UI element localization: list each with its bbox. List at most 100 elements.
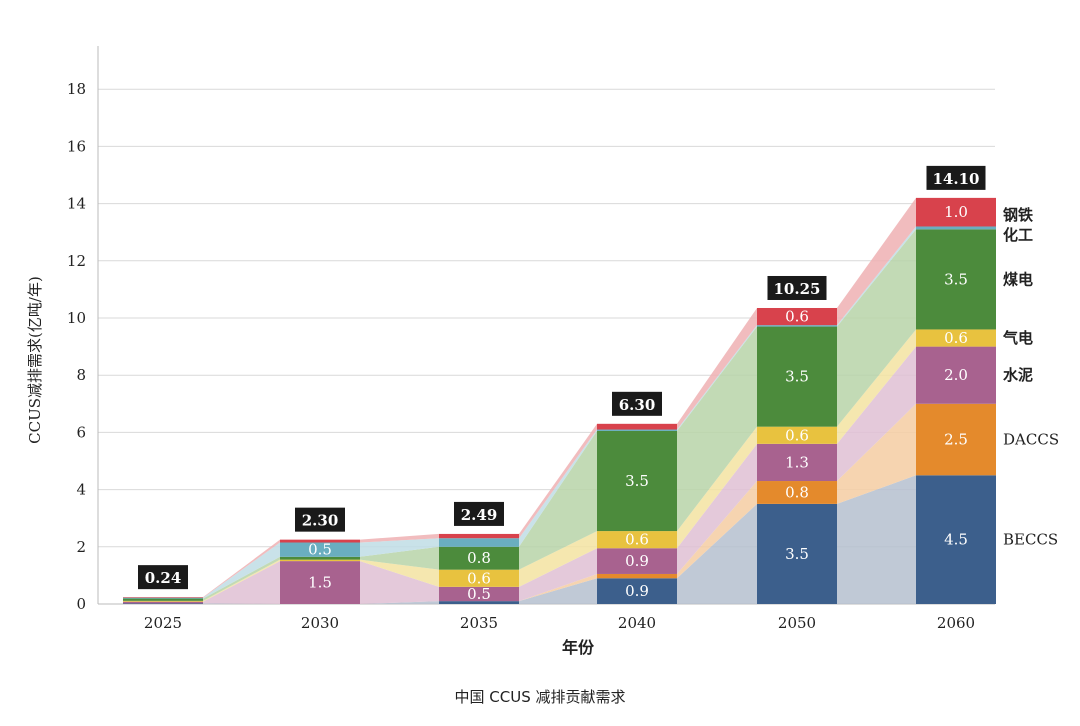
band-煤电: [203, 556, 280, 601]
segment-value-label: 1.3: [785, 453, 809, 471]
band-煤电: [519, 430, 597, 570]
segment-value-label: 1.0: [944, 203, 968, 221]
total-label: 10.25: [774, 280, 821, 298]
bar-segment: [597, 430, 677, 532]
bar-segment: [916, 229, 996, 330]
band-气电: [519, 531, 597, 587]
x-tick-label: 2035: [460, 614, 498, 632]
bar-segment: [916, 346, 996, 404]
bar-segment: [123, 597, 203, 599]
segment-value-label: 2.5: [944, 431, 968, 449]
total-label: 0.24: [145, 569, 182, 587]
bar-segment: [123, 597, 203, 598]
bar-segment: [123, 600, 203, 602]
segment-value-label: 0.5: [308, 541, 332, 559]
band-化工: [519, 429, 597, 547]
legend-label-煤电: 煤电: [1003, 270, 1033, 288]
bar-segment: [916, 329, 996, 347]
segment-value-label: 3.5: [785, 545, 809, 563]
bar-segment: [597, 429, 677, 431]
y-tick-label: 12: [67, 252, 86, 270]
segment-value-label: 3.5: [785, 368, 809, 386]
bar-segment: [757, 443, 837, 482]
bar-segment: [757, 307, 837, 326]
segment-value-label: 0.9: [625, 582, 649, 600]
y-tick-label: 4: [76, 481, 86, 499]
band-气电: [677, 426, 757, 549]
bar-segment: [439, 538, 519, 547]
legend-label-化工: 化工: [1003, 226, 1033, 244]
x-tick-label: 2030: [301, 614, 339, 632]
total-box: [926, 165, 986, 190]
band-煤电: [360, 546, 439, 570]
bar-segment: [916, 197, 996, 227]
band-BECCS: [677, 503, 757, 604]
total-label: 2.30: [302, 512, 339, 530]
band-水泥: [519, 548, 597, 602]
band-水泥: [360, 561, 439, 604]
legend-label-DACCS: DACCS: [1003, 431, 1059, 449]
bar-segment: [757, 481, 837, 504]
band-DACCS: [837, 403, 916, 504]
x-tick-label: 2060: [937, 614, 975, 632]
band-煤电: [837, 229, 916, 427]
segment-value-label: 1.5: [308, 574, 332, 592]
x-axis-title: 年份: [562, 638, 595, 657]
bar-segment: [757, 325, 837, 327]
band-水泥: [837, 346, 916, 482]
y-tick-label: 6: [76, 423, 86, 441]
bar-segment: [597, 423, 677, 430]
y-tick-label: 18: [67, 80, 86, 98]
x-tick-label: 2025: [144, 614, 182, 632]
bar-segment: [123, 601, 203, 604]
segment-value-label: 0.5: [467, 585, 491, 603]
segment-value-label: 0.9: [625, 552, 649, 570]
bar-segment: [280, 559, 360, 562]
total-box: [454, 501, 504, 526]
bar-segment: [757, 426, 837, 444]
legend-label-水泥: 水泥: [1003, 366, 1033, 384]
bar-segment: [916, 403, 996, 476]
total-label: 6.30: [619, 396, 656, 414]
bar-segment: [439, 569, 519, 587]
segment-value-label: 0.6: [467, 569, 491, 587]
y-tick-label: 2: [76, 538, 86, 556]
total-box: [767, 275, 827, 300]
band-DACCS: [677, 481, 757, 579]
y-tick-label: 10: [67, 309, 86, 327]
bar-segment: [439, 586, 519, 602]
band-化工: [360, 538, 439, 557]
bar-segment: [757, 503, 837, 604]
bar-segment: [123, 603, 203, 604]
x-tick-label: 2050: [778, 614, 816, 632]
band-化工: [203, 542, 280, 599]
bar-segment: [597, 578, 677, 604]
segment-value-label: 3.5: [944, 270, 968, 288]
segment-value-label: 0.8: [467, 549, 491, 567]
segment-value-label: 3.5: [625, 472, 649, 490]
bar-segment: [123, 598, 203, 601]
bar-segment: [916, 226, 996, 230]
chart-caption: 中国 CCUS 减排贡献需求: [454, 688, 626, 706]
band-化工: [837, 226, 916, 327]
band-钢铁: [360, 533, 439, 543]
segment-value-label: 0.6: [625, 531, 649, 549]
segment-value-label: 2.0: [944, 366, 968, 384]
bar-segment: [280, 539, 360, 543]
bar-segment: [439, 601, 519, 604]
total-box: [612, 391, 662, 416]
segment-value-label: 0.8: [785, 483, 809, 501]
y-tick-label: 16: [67, 137, 86, 155]
bar-segment: [439, 533, 519, 539]
total-box: [295, 507, 345, 532]
bar-segment: [916, 475, 996, 604]
band-化工: [677, 325, 757, 431]
bar-segment: [597, 531, 677, 549]
bar-segment: [280, 556, 360, 560]
legend-label-气电: 气电: [1002, 329, 1033, 347]
band-水泥: [203, 561, 280, 604]
bar-segment: [597, 548, 677, 574]
total-box: [138, 565, 188, 590]
